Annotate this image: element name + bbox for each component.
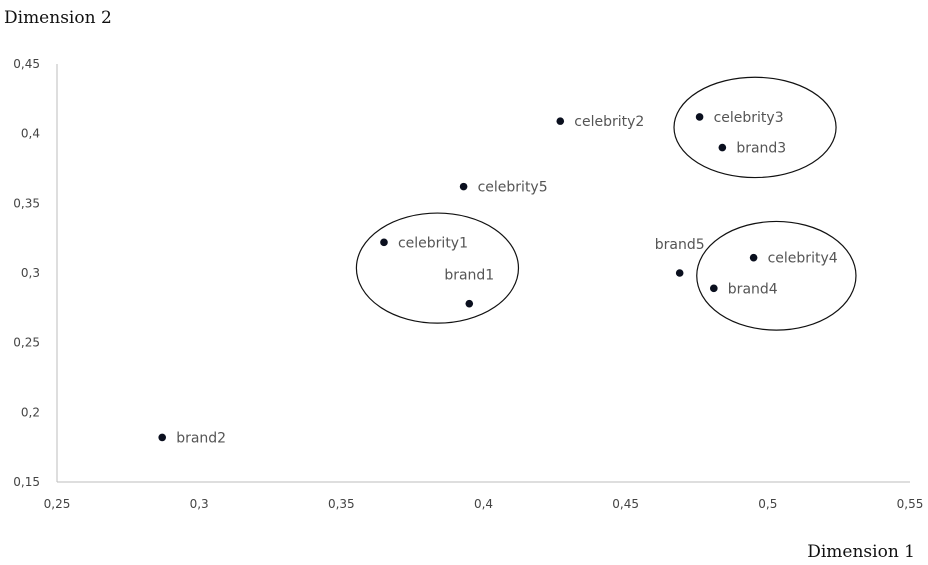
- y-tick-label: 0,15: [13, 475, 40, 489]
- point-label-brand1: brand1: [444, 268, 494, 284]
- group-ellipse: [673, 76, 837, 179]
- point-label-brand2: brand2: [176, 430, 226, 446]
- point-label-celebrity2: celebrity2: [574, 114, 644, 130]
- data-point-celebrity1: [380, 238, 388, 247]
- point-label-celebrity1: celebrity1: [398, 235, 468, 251]
- y-tick-label: 0,45: [13, 57, 40, 71]
- point-label-brand4: brand4: [728, 281, 778, 297]
- data-point-brand3: [718, 143, 727, 152]
- data-point-celebrity2: [556, 117, 565, 125]
- point-label-celebrity5: celebrity5: [478, 180, 548, 196]
- data-point-brand2: [158, 433, 167, 442]
- point-label-brand5: brand5: [655, 237, 705, 253]
- point-label-celebrity3: celebrity3: [714, 110, 784, 126]
- data-point-brand5: [675, 269, 684, 277]
- x-axis-title: Dimension 1: [807, 542, 915, 562]
- y-tick-label: 0,4: [21, 127, 40, 141]
- data-point-brand1: [465, 299, 474, 308]
- x-tick-label: 0,35: [328, 497, 355, 511]
- y-tick-label: 0,35: [13, 196, 40, 210]
- group-ellipse: [696, 220, 857, 331]
- group-ellipses: [355, 76, 857, 331]
- data-point-celebrity4: [749, 253, 758, 262]
- x-tick-label: 0,4: [474, 497, 493, 511]
- x-tick-label: 0,5: [758, 497, 777, 511]
- data-point-celebrity3: [695, 113, 704, 121]
- y-tick-label: 0,25: [13, 336, 40, 350]
- x-tick-label: 0,3: [190, 497, 209, 511]
- data-points: [158, 113, 758, 442]
- data-point-brand4: [710, 284, 718, 293]
- point-label-brand3: brand3: [736, 141, 786, 157]
- y-tick-label: 0,2: [21, 405, 40, 419]
- y-axis-title: Dimension 2: [4, 8, 112, 28]
- group-ellipse: [355, 212, 520, 324]
- x-tick-label: 0,25: [44, 497, 71, 511]
- x-tick-labels: 0,25 0,3 0,35 0,4 0,45 0,5 0,55: [44, 497, 924, 511]
- point-labels: celebrity1 brand1 celebrity2 celebrity5 bran…: [176, 110, 838, 446]
- x-tick-label: 0,45: [612, 497, 639, 511]
- y-tick-labels: 0,15 0,2 0,25 0,3 0,35 0,4 0,45: [13, 57, 40, 489]
- data-point-celebrity5: [459, 182, 468, 191]
- x-tick-label: 0,55: [897, 497, 924, 511]
- y-tick-label: 0,3: [21, 266, 40, 280]
- point-label-celebrity4: celebrity4: [768, 251, 838, 267]
